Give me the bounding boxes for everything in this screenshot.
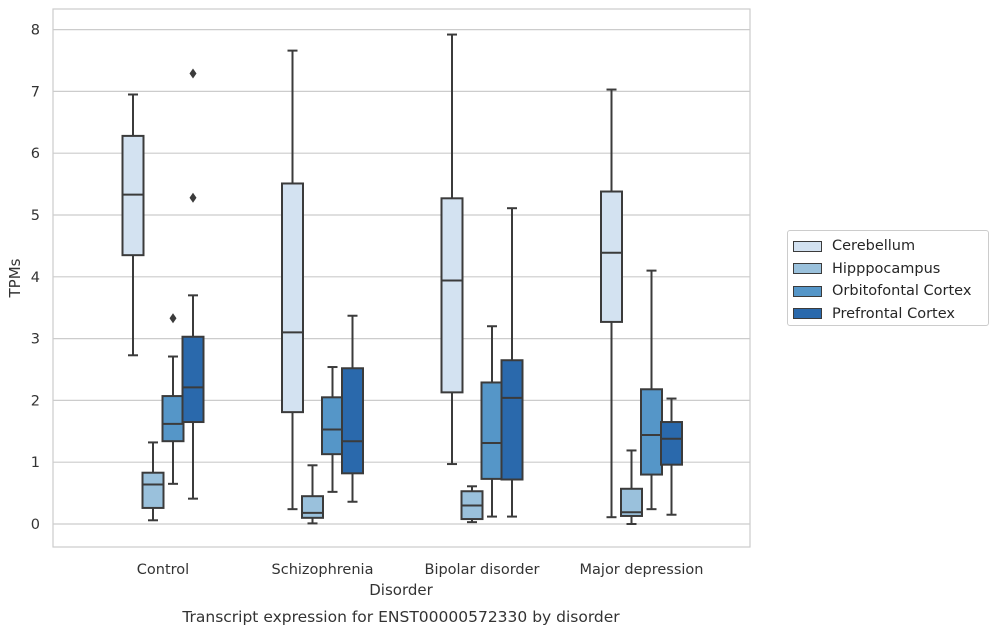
box-iqr [321, 396, 344, 456]
y-tick-label: 2 [31, 393, 40, 409]
chart-title: Transcript expression for ENST0000057233… [181, 608, 620, 626]
y-tick-label: 6 [31, 146, 40, 162]
box-iqr [141, 471, 165, 509]
x-tick-labels: Control Schizophrenia Bipolar disorder Majo… [137, 562, 704, 578]
y-tick-label: 3 [31, 332, 40, 348]
y-tick-labels: 0 1 2 3 4 5 6 7 8 [31, 23, 40, 533]
legend-swatch [793, 308, 822, 320]
x-tick-label: Schizophrenia [272, 562, 374, 578]
y-tick-label: 5 [31, 208, 40, 224]
box-0-0 [121, 93, 145, 357]
outlier-point [189, 68, 197, 79]
box-2-1 [321, 366, 344, 493]
box-2-2 [480, 325, 504, 518]
box-1-2 [460, 485, 484, 524]
x-tick-label: Major depression [580, 562, 704, 578]
box-1-0 [141, 441, 165, 522]
legend-item: Orbitofontal Cortex [788, 280, 988, 303]
y-tick-label: 7 [31, 84, 40, 100]
box-0-2 [440, 33, 464, 466]
outlier-point [169, 313, 177, 324]
legend-label: Prefrontal Cortex [832, 305, 955, 322]
box-1-3 [620, 449, 643, 525]
legend-label: Hipppocampus [832, 260, 941, 277]
legend: Cerebellum Hipppocampus Orbitofontal Corte… [787, 230, 989, 326]
x-tick-label: Bipolar disorder [425, 562, 540, 578]
box-0-1 [281, 49, 304, 511]
legend-item: Prefrontal Cortex [788, 303, 988, 326]
box-iqr [341, 367, 364, 475]
y-tick-label: 4 [31, 270, 40, 286]
x-tick-label: Control [137, 562, 189, 578]
box-3-1 [341, 314, 364, 503]
box-3-0 [181, 68, 205, 500]
legend-item: Cerebellum [788, 235, 988, 258]
y-axis-label: TPMs [6, 258, 24, 298]
outlier-point [189, 192, 197, 203]
legend-swatch [793, 285, 822, 297]
legend-swatch [793, 263, 822, 275]
box-iqr [440, 197, 464, 394]
box-iqr [620, 487, 643, 517]
legend-swatch [793, 240, 822, 252]
box-iqr [181, 335, 205, 424]
plot-frame [52, 8, 751, 548]
box-iqr [480, 381, 504, 480]
y-tick-label: 1 [31, 455, 40, 471]
x-axis-label: Disorder [369, 581, 433, 599]
box-3-2 [500, 207, 524, 518]
y-tick-label: 8 [31, 23, 40, 39]
box-iqr [660, 421, 683, 466]
box-3-3 [660, 397, 683, 516]
box-iqr [281, 182, 304, 414]
box-iqr [600, 190, 623, 323]
legend-label: Orbitofontal Cortex [832, 283, 972, 300]
box-1-1 [301, 464, 324, 525]
boxplot-series [121, 33, 683, 525]
box-iqr [301, 495, 324, 519]
legend-item: Hipppocampus [788, 258, 988, 281]
box-2-3 [640, 269, 663, 511]
y-tick-label: 0 [31, 517, 40, 533]
box-iqr [500, 359, 524, 481]
box-iqr [161, 395, 185, 443]
legend-label: Cerebellum [832, 238, 916, 255]
box-iqr [640, 388, 663, 476]
box-0-3 [600, 88, 623, 519]
